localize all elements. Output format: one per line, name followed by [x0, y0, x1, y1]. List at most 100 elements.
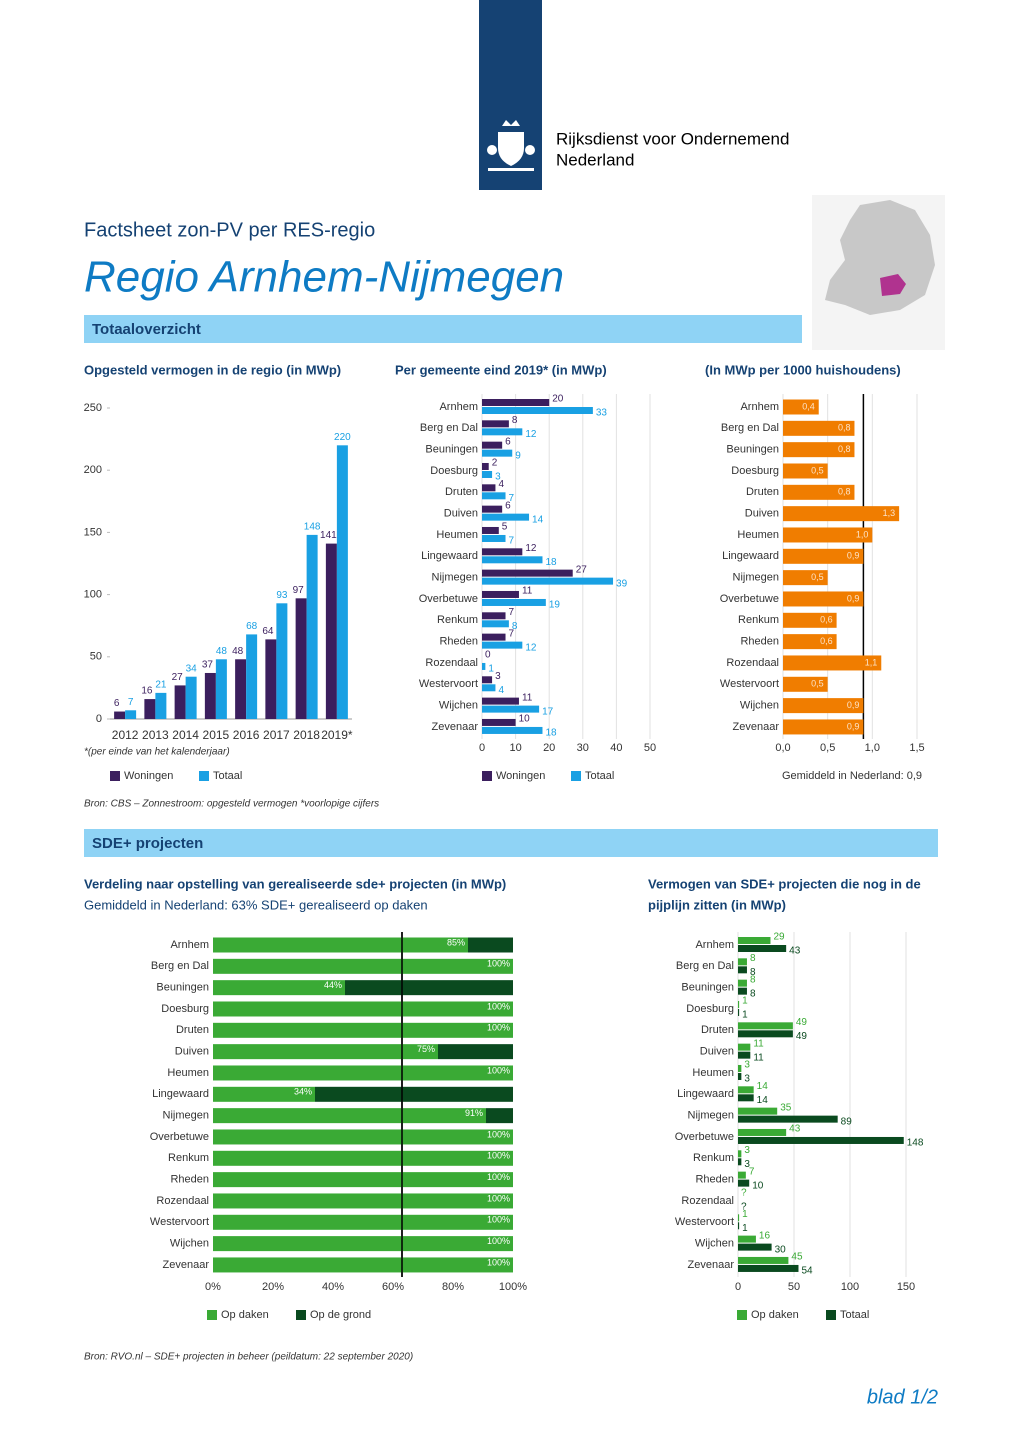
value-label: 75%: [417, 1044, 435, 1054]
bar: [738, 1008, 740, 1016]
bar: [482, 662, 486, 670]
category-label: Rozendaal: [425, 657, 478, 669]
bar-segment: [213, 1086, 315, 1102]
bar: [215, 659, 227, 719]
bar-segment: [213, 1214, 513, 1230]
value-label: 14: [757, 1081, 769, 1092]
bar: [783, 484, 855, 500]
value-label: 100%: [487, 1001, 510, 1011]
category-label: Lingewaard: [722, 550, 779, 562]
value-label: 141: [320, 530, 337, 541]
y-tick-label: 100: [84, 589, 102, 601]
bar: [738, 979, 747, 987]
category-label: Wijchen: [695, 1238, 734, 1250]
value-label: 21: [155, 680, 167, 691]
source: Bron: RVO.nl – SDE+ projecten in beheer …: [84, 1352, 413, 1363]
value-label: 7: [128, 697, 134, 708]
bar: [482, 462, 489, 470]
bar-segment: [213, 980, 345, 996]
chart-title: Vermogen van SDE+ projecten die nog in d…: [648, 876, 921, 891]
value-label: 1: [742, 1223, 748, 1234]
value-label: 100%: [487, 959, 510, 969]
category-label: Westervoort: [720, 678, 779, 690]
category-label: Rheden: [740, 636, 779, 648]
legend-swatch: [199, 771, 209, 781]
value-label: 100%: [487, 1215, 510, 1225]
bar: [482, 513, 530, 521]
category-label: Rozendaal: [726, 657, 779, 669]
x-tick-label: 1,5: [909, 742, 924, 754]
value-label: 14: [532, 514, 544, 525]
category-label: Druten: [746, 486, 779, 498]
legend-swatch: [571, 771, 581, 781]
bar: [783, 591, 864, 607]
bar: [482, 590, 519, 598]
org-name: Rijksdienst voor Ondernemend: [556, 129, 789, 148]
bar-segment: [468, 937, 513, 953]
category-label: Zevenaar: [688, 1259, 735, 1271]
bar: [738, 1235, 756, 1243]
value-label: 10: [752, 1180, 764, 1191]
bar: [738, 1064, 742, 1072]
bar: [738, 1022, 793, 1030]
value-label: 148: [907, 1138, 924, 1149]
bar: [738, 1128, 787, 1136]
section-title: SDE+ projecten: [92, 835, 203, 852]
value-label: 8: [750, 967, 756, 978]
bar: [482, 620, 509, 628]
x-tick-label: 50: [788, 1281, 800, 1293]
bar: [783, 698, 864, 714]
category-label: Overbetuwe: [150, 1131, 209, 1143]
category-label: Lingewaard: [152, 1088, 209, 1100]
value-label: 1,0: [856, 529, 869, 539]
bar-segment: [315, 1086, 513, 1102]
x-tick-label: 0,5: [820, 742, 835, 754]
bar: [738, 1243, 772, 1251]
bar: [738, 1136, 904, 1144]
value-label: 85%: [447, 937, 465, 947]
y-tick-label: 200: [84, 464, 102, 476]
chart-title: Per gemeente eind 2019* (in MWp): [395, 362, 607, 377]
value-label: 10: [519, 714, 531, 725]
bar: [783, 548, 864, 564]
value-label: 37: [202, 660, 214, 671]
y-tick-label: 50: [90, 651, 102, 663]
bar: [482, 484, 496, 492]
bar: [482, 420, 509, 428]
category-label: Westervoort: [675, 1216, 734, 1228]
bar: [482, 407, 593, 414]
value-label: 43: [789, 1124, 801, 1135]
value-label: 0,5: [811, 679, 824, 689]
category-label: Nijmegen: [432, 572, 478, 584]
x-tick-label: 10: [509, 742, 521, 754]
category-label: Westervoort: [150, 1216, 209, 1228]
value-label: 20: [552, 394, 564, 405]
category-label: Arnhem: [170, 939, 209, 951]
value-label: 100%: [487, 1023, 510, 1033]
category-label: Zevenaar: [432, 721, 479, 733]
bar-segment: [213, 1001, 513, 1017]
category-label: Westervoort: [419, 678, 478, 690]
x-tick-label: 2015: [203, 728, 230, 742]
legend-swatch: [207, 1310, 217, 1320]
category-label: Berg en Dal: [721, 422, 779, 434]
value-label: 1: [742, 1010, 748, 1021]
bar: [482, 718, 516, 726]
value-label: 11: [522, 692, 533, 703]
bar: [783, 506, 900, 522]
section-bar: [84, 315, 802, 343]
bar-segment: [438, 1044, 513, 1060]
legend-swatch: [737, 1310, 747, 1320]
value-label: 6: [114, 698, 120, 709]
category-label: Lingewaard: [421, 550, 478, 562]
value-label: 0,6: [820, 615, 833, 625]
category-label: Doesburg: [731, 465, 779, 477]
bar: [482, 598, 546, 606]
category-label: Renkum: [693, 1152, 734, 1164]
bar: [482, 526, 499, 534]
value-label: 89: [841, 1116, 853, 1127]
doc-subtitle: Factsheet zon-PV per RES-regio: [84, 219, 375, 241]
bar: [482, 492, 506, 500]
value-label: 3: [744, 1145, 750, 1156]
